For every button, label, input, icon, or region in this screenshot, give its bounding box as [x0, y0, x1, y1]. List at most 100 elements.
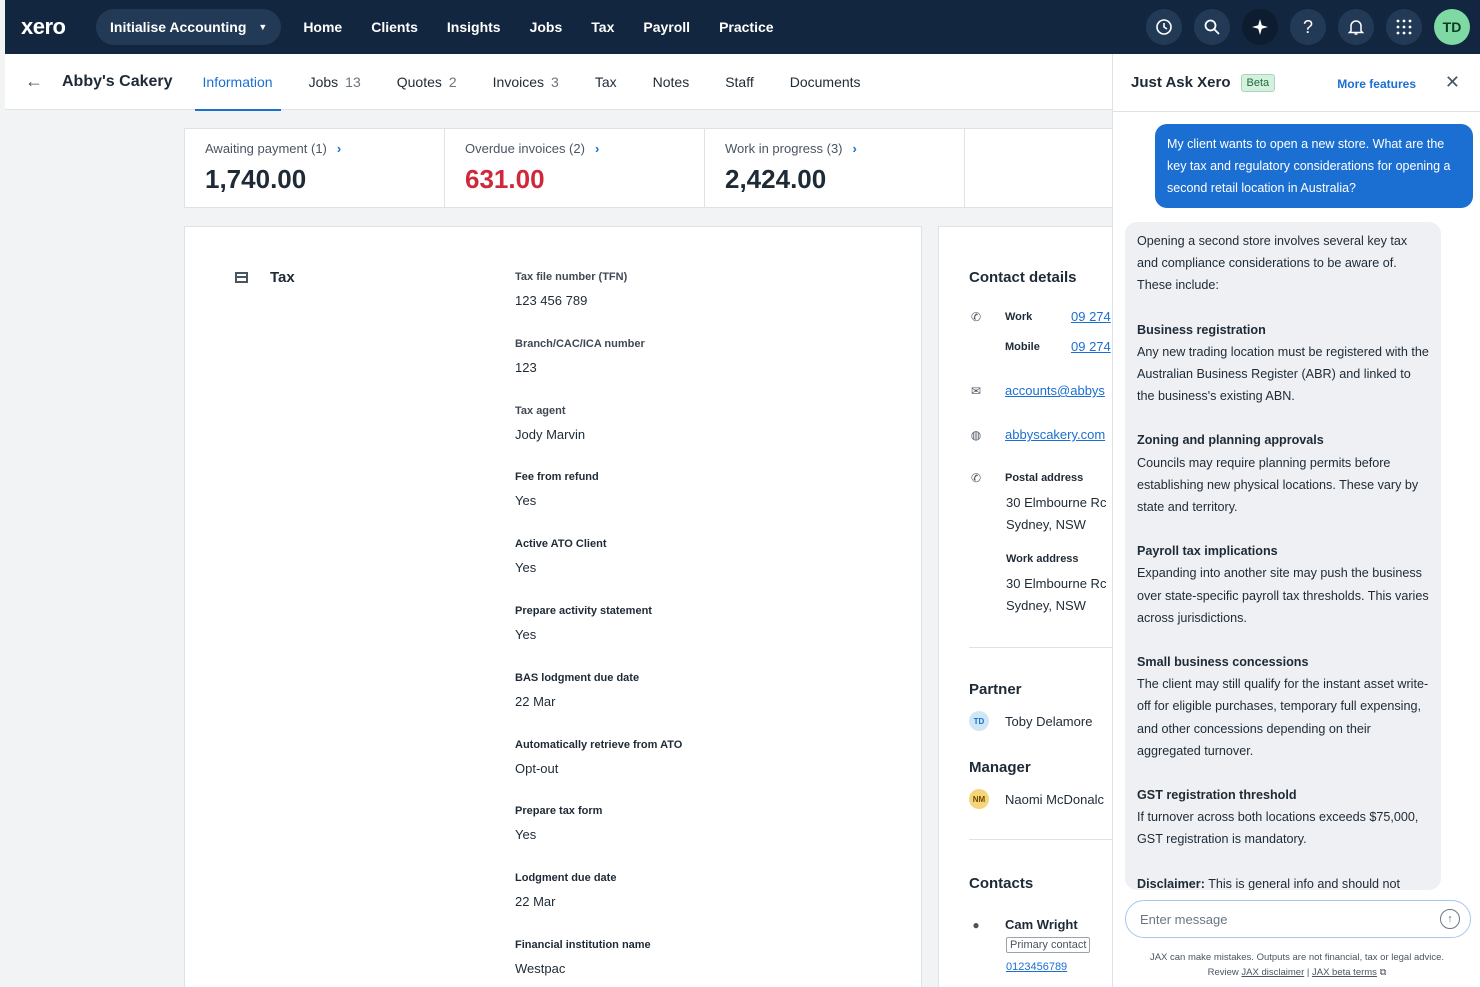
nav-tax[interactable]: Tax: [591, 19, 615, 35]
tax-field-label: Tax agent: [515, 404, 566, 417]
website-link[interactable]: abbyscakery.com: [1005, 427, 1106, 442]
tab-staff[interactable]: Staff: [725, 73, 754, 90]
tax-field-value: Yes: [515, 560, 537, 576]
tax-field: Active ATO Client Yes: [515, 538, 895, 605]
tab-tax[interactable]: Tax: [594, 73, 617, 90]
tax-field-value: 123: [515, 359, 537, 375]
manager-name: Naomi McDonalc: [1005, 791, 1104, 807]
tax-field-label: Financial institution name: [515, 938, 651, 951]
tax-field: Prepare activity statement Yes: [515, 605, 895, 672]
postal-address-line1: 30 Elmbourne Rc: [1006, 495, 1107, 510]
nav-jobs[interactable]: Jobs: [529, 19, 563, 35]
ai-response: Opening a second store involves several …: [1125, 222, 1441, 890]
nav-clients[interactable]: Clients: [371, 19, 418, 35]
org-name: Initialise Accounting: [110, 19, 247, 35]
ai-section: Payroll tax implications Expanding into a…: [1137, 540, 1429, 629]
tax-fields: Tax file number (TFN) 123 456 789 Branch/C…: [515, 271, 895, 987]
bell-icon[interactable]: [1338, 9, 1374, 45]
chevron-right-icon: ›: [336, 141, 342, 156]
top-nav: xero Initialise Accounting ▼ Home Client…: [5, 0, 1480, 54]
tax-field-label: Fee from refund: [515, 471, 599, 484]
contact-phone-link[interactable]: 0123456789: [1006, 961, 1068, 973]
tax-field-value: 123 456 789: [515, 293, 588, 308]
tax-field-label: Prepare activity statement: [515, 604, 652, 617]
external-link-icon[interactable]: ⧉: [1379, 967, 1387, 978]
jax-title: Just Ask Xero: [1131, 74, 1231, 91]
nav-payroll[interactable]: Payroll: [643, 19, 691, 35]
ai-section-heading: GST registration threshold: [1137, 788, 1297, 803]
org-switcher[interactable]: Initialise Accounting ▼: [96, 9, 282, 45]
close-icon[interactable]: ✕: [1444, 72, 1460, 92]
tax-field-label: Prepare tax form: [515, 805, 603, 818]
awaiting-payment-card[interactable]: Awaiting payment (1) › 1,740.00: [185, 129, 445, 207]
tax-field-label: Branch/CAC/ICA number: [515, 337, 645, 350]
apps-grid-icon[interactable]: [1386, 9, 1422, 45]
partner-avatar: TD: [969, 711, 989, 731]
calendar-icon: [235, 272, 248, 283]
jax-beta-terms-link[interactable]: JAX beta terms: [1311, 967, 1377, 978]
tab-jobs[interactable]: Jobs 13: [308, 73, 361, 90]
message-input[interactable]: Enter message ↑: [1125, 900, 1471, 938]
tab-information[interactable]: Information: [185, 54, 291, 111]
tax-field-label: Lodgment due date: [515, 872, 617, 885]
tax-field-value: Westpac: [515, 960, 566, 976]
user-avatar[interactable]: TD: [1434, 9, 1470, 45]
tax-field-value: Yes: [515, 827, 537, 843]
ai-section-body: Any new trading location must be registe…: [1137, 344, 1429, 404]
client-header: ← Abby's Cakery Information Jobs 13 Quote…: [5, 54, 1112, 111]
tax-field-value: Yes: [515, 493, 537, 509]
work-phone-link[interactable]: 09 274: [1071, 309, 1111, 324]
overdue-invoices-card[interactable]: Overdue invoices (2) › 631.00: [445, 129, 705, 207]
awaiting-payment-label: Awaiting payment (1): [205, 141, 327, 156]
tax-field-value: Yes: [515, 626, 537, 642]
beta-badge: Beta: [1240, 73, 1276, 92]
work-in-progress-value: 2,424.00: [725, 164, 827, 194]
tax-section-title: Tax: [235, 269, 295, 286]
tax-field: Lodgment due date 22 Mar: [515, 872, 895, 939]
partner-title: Partner: [969, 681, 1022, 698]
ai-section: Zoning and planning approvals Councils ma…: [1137, 429, 1429, 518]
work-in-progress-card[interactable]: Work in progress (3) › 2,424.00: [705, 129, 965, 207]
jax-header: Just Ask Xero Beta: [1113, 54, 1480, 112]
jax-disclaimer-link[interactable]: JAX disclaimer: [1241, 967, 1305, 978]
partner-name: Toby Delamore: [1005, 713, 1093, 729]
tax-field-value: Opt-out: [515, 760, 559, 776]
tax-field-value: Jody Marvin: [515, 426, 586, 442]
manager-title: Manager: [969, 759, 1031, 776]
tax-field: Tax agent Jody Marvin: [515, 405, 895, 472]
tax-field-value: 22 Mar: [515, 693, 556, 709]
email-link[interactable]: accounts@abbys: [1005, 383, 1105, 398]
tab-quotes[interactable]: Quotes 2: [396, 73, 457, 90]
tab-invoices[interactable]: Invoices 3: [492, 73, 559, 90]
back-arrow-icon[interactable]: ←: [25, 71, 43, 91]
nav-practice[interactable]: Practice: [719, 19, 774, 35]
send-arrow-icon[interactable]: ↑: [1440, 909, 1460, 929]
mobile-phone-label: Mobile: [1005, 340, 1040, 353]
contact-name[interactable]: Cam Wright: [1005, 917, 1078, 932]
jax-panel: Just Ask Xero Beta More features ✕ My cl…: [1112, 54, 1480, 987]
postal-address-label: Postal address: [1005, 472, 1084, 484]
postal-address-line2: Sydney, NSW: [1006, 517, 1086, 532]
help-icon[interactable]: ?: [1290, 9, 1326, 45]
work-phone-label: Work: [1005, 310, 1033, 323]
tab-notes[interactable]: Notes: [652, 73, 690, 90]
tab-documents[interactable]: Documents: [789, 73, 861, 90]
more-features-link[interactable]: More features: [1337, 77, 1416, 91]
mobile-phone-link[interactable]: 09 274: [1071, 339, 1111, 354]
ai-section-heading: Payroll tax implications: [1137, 544, 1278, 559]
search-icon[interactable]: [1194, 9, 1230, 45]
ai-sparkle-icon[interactable]: [1242, 9, 1278, 45]
xero-logo[interactable]: xero: [21, 14, 66, 39]
nav-insights[interactable]: Insights: [446, 19, 501, 35]
chevron-right-icon: ›: [852, 141, 857, 156]
tax-field: Financial institution name Westpac: [515, 939, 895, 987]
nav-home[interactable]: Home: [303, 19, 343, 35]
ai-section-heading: Business registration: [1137, 322, 1266, 337]
tax-field: BAS lodgment due date 22 Mar: [515, 672, 895, 739]
tax-field-label: Automatically retrieve from ATO: [515, 738, 683, 751]
tax-field-value: 22 Mar: [515, 894, 556, 910]
summary-cards: Awaiting payment (1) › 1,740.00 Overdue i…: [184, 128, 1124, 208]
mail-icon: ✉: [970, 383, 982, 398]
clock-icon[interactable]: [1146, 9, 1182, 45]
jax-footer: JAX can make mistakes. Outputs are not f…: [1113, 950, 1480, 980]
